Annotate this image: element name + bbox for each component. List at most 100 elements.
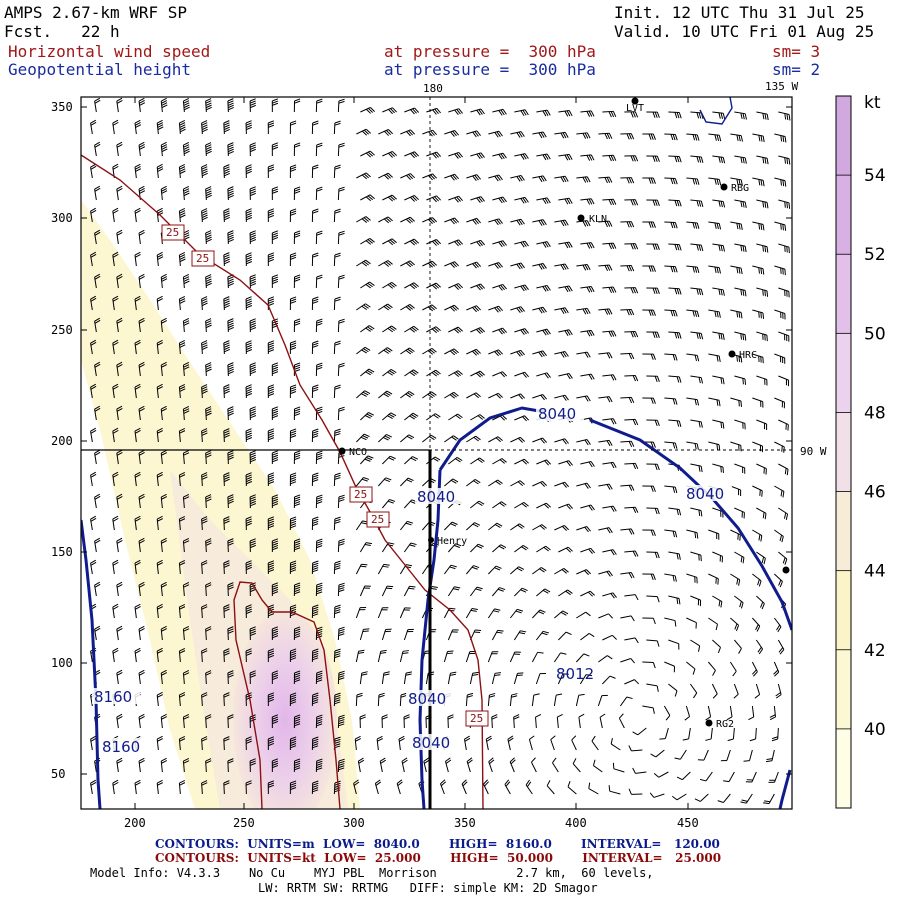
wind-barb [290,297,296,310]
wind-barb [470,501,484,508]
station-label: LVT [626,103,644,114]
wind-barb [774,486,784,497]
wind-barb [246,165,252,178]
wind-barb [378,564,389,574]
wind-barb [554,308,568,314]
wind-barb [602,331,616,337]
wind-barb [378,391,392,398]
wind-barb [444,349,458,355]
wind-barb [734,552,744,563]
wind-barb [620,573,634,579]
wind-barb [290,253,296,266]
wind-barb [579,714,584,728]
wind-barb [356,608,366,618]
wind-barb [360,195,374,201]
wind-barb [602,155,615,161]
wind-barb [642,134,655,140]
wind-barb [404,370,418,376]
colorbar-label: 44 [864,562,886,582]
wind-barb [356,217,370,223]
wind-barb [686,310,698,317]
colorbar-label: 40 [864,720,886,740]
wind-barb [664,618,675,627]
wind-barb [778,200,789,209]
wind-barb [402,758,407,772]
wind-barb [488,175,502,181]
wind-barb [554,482,568,487]
wind-barb [228,363,234,376]
wind-barb [400,693,406,706]
wind-barb [422,348,436,354]
wind-barb [613,763,624,772]
wind-barb [294,407,300,420]
wind-barb [294,99,300,112]
wind-barb [113,560,119,574]
wind-barb [611,738,620,750]
wind-barb [360,672,367,684]
wind-barb [422,435,436,442]
wind-barb [756,420,766,430]
wind-barb [268,341,274,354]
wind-barb [706,706,711,720]
wind-barb [157,736,163,750]
wind-barb [316,275,322,288]
wind-barb [690,332,702,339]
wind-barb [708,662,715,676]
wind-barb [602,635,616,640]
wind-barb [404,108,418,114]
wind-barb [382,369,396,376]
wind-barb [272,275,278,288]
wind-barb [444,436,458,442]
wind-barb [290,165,296,178]
wind-barb [400,478,413,486]
wind-barb [686,398,698,405]
colorbar-bin [836,412,851,491]
wind-barb [466,436,480,442]
wind-label: 25 [371,513,384,526]
station-label: RG2 [716,719,734,730]
wind-barb [744,750,753,761]
wind-barb [183,98,189,112]
height-label: 8012 [556,665,594,683]
wind-barb [558,154,572,160]
wind-barb [268,429,274,442]
wind-barb [161,142,167,156]
wind-barb [690,376,702,383]
wind-barb [776,684,781,698]
wind-barb [558,198,572,204]
wind-barb [536,329,550,335]
wind-barb [778,332,788,342]
wind-barb [510,524,524,530]
wind-barb [338,583,344,596]
wind-barb [360,543,372,552]
wind-barb [580,286,594,292]
wind-barb [488,693,495,706]
wind-barb [624,680,638,684]
wind-barb [558,286,572,292]
wind-label: 25 [470,712,483,725]
wind-barb [554,525,568,530]
wind-barb [157,780,163,794]
wind-barb [334,517,340,530]
wind-barb [338,99,344,112]
wind-barb [740,794,752,803]
wind-barb [470,630,481,640]
wind-barb [228,275,234,288]
wind-barb [624,595,638,600]
wind-barb [334,341,340,354]
wind-barb [536,546,550,552]
wind-barb [338,187,344,200]
wind-barb [642,178,655,184]
wind-barb [774,310,785,319]
wind-barb [510,175,524,181]
wind-barb [492,459,506,464]
wind-barb [576,133,590,139]
wind-barb [377,736,383,750]
wind-barb [378,261,392,267]
wind-barb [488,652,498,662]
wind-barb [382,715,388,728]
wind-barb [646,288,659,294]
wind-barb [360,715,366,728]
wind-barb [422,305,436,311]
y-tick-label: 100 [51,656,73,670]
